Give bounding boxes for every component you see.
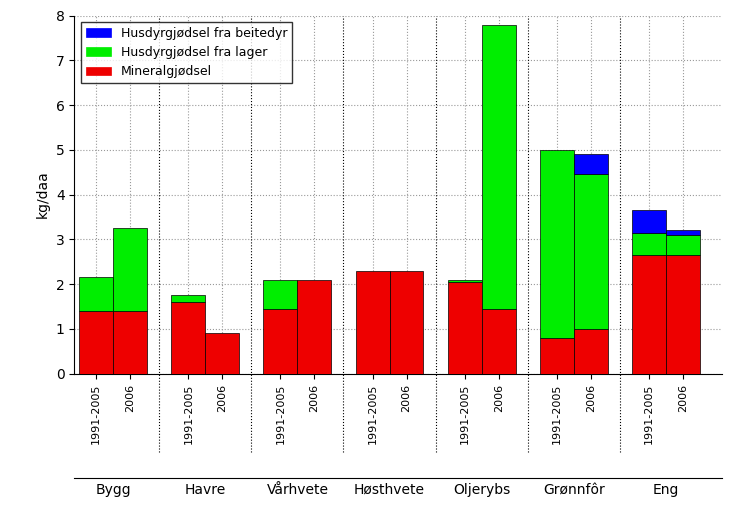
Bar: [448, 280, 481, 282]
Bar: [632, 255, 666, 374]
Bar: [666, 235, 700, 255]
Bar: [448, 282, 481, 374]
Bar: [481, 24, 516, 309]
Bar: [574, 329, 608, 374]
Bar: [263, 309, 298, 374]
Bar: [540, 338, 574, 374]
Bar: [356, 271, 390, 374]
Bar: [263, 280, 298, 309]
Bar: [632, 233, 666, 255]
Bar: [574, 154, 608, 174]
Bar: [666, 255, 700, 374]
Bar: [540, 150, 574, 338]
Bar: [298, 280, 331, 374]
Bar: [390, 271, 423, 374]
Bar: [171, 302, 205, 374]
Y-axis label: kg/daa: kg/daa: [36, 171, 51, 218]
Bar: [171, 295, 205, 302]
Bar: [205, 333, 240, 374]
Bar: [574, 174, 608, 329]
Bar: [80, 311, 113, 374]
Legend: Husdyrgjødsel fra beitedyr, Husdyrgjødsel fra lager, Mineralgjødsel: Husdyrgjødsel fra beitedyr, Husdyrgjødse…: [80, 22, 292, 84]
Bar: [113, 228, 147, 311]
Bar: [481, 309, 516, 374]
Bar: [113, 311, 147, 374]
Bar: [666, 230, 700, 235]
Bar: [80, 278, 113, 311]
Bar: [632, 210, 666, 233]
